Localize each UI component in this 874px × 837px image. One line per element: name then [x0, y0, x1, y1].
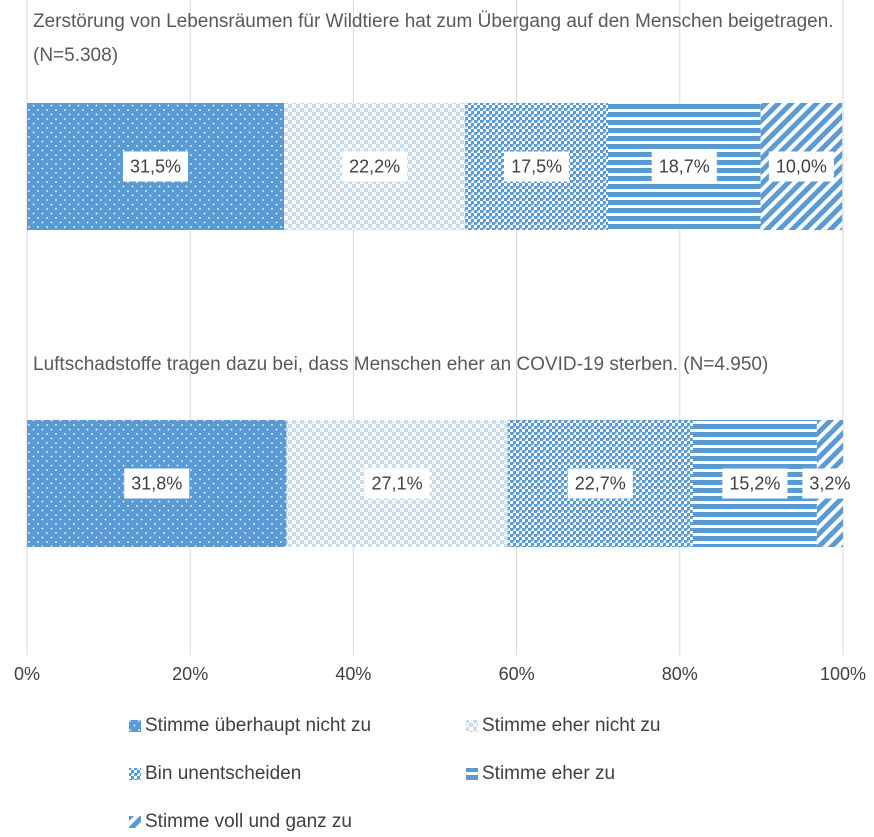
data-label-text: 15,2% [729, 473, 780, 493]
data-label: 22,7% [567, 468, 633, 499]
data-label: 10,0% [768, 151, 834, 182]
data-label: 15,2% [722, 468, 788, 499]
legend-item: Stimme eher nicht zu [465, 715, 660, 737]
legend-item: Stimme eher zu [465, 763, 615, 785]
legend-swatch [466, 720, 478, 732]
legend-swatch [129, 768, 141, 780]
data-label-text: 10,0% [776, 156, 827, 176]
data-label-text: 27,1% [372, 473, 423, 493]
data-label: 31,5% [122, 151, 189, 182]
data-label: 3,2% [802, 468, 858, 499]
data-label-bg [364, 468, 430, 499]
data-label-text: 31,5% [130, 156, 181, 176]
data-label-text: 17,5% [511, 156, 562, 176]
data-label-bg [802, 468, 858, 499]
data-label: 22,2% [342, 151, 408, 182]
x-tick-label: 20% [172, 664, 208, 684]
data-label-bg [124, 468, 190, 499]
x-tick-label: 0% [14, 664, 40, 684]
data-label-bg [567, 468, 633, 499]
data-label-bg [504, 151, 570, 182]
data-label-bg [122, 151, 189, 182]
x-tick-label: 100% [820, 664, 866, 684]
data-label: 27,1% [364, 468, 430, 499]
data-label-text: 22,7% [575, 473, 626, 493]
legend-swatch [129, 816, 141, 828]
data-label-text: 22,2% [349, 156, 400, 176]
legend-swatch-fill [129, 768, 141, 780]
legend-item: Stimme voll und ganz zu [128, 811, 352, 833]
legend-label: Stimme voll und ganz zu [145, 811, 352, 832]
legend-swatch-fill [466, 720, 478, 732]
legend-swatch [129, 720, 141, 732]
legend-label: Bin unentscheiden [145, 763, 302, 784]
data-label: 18,7% [651, 151, 717, 182]
data-label: 31,8% [124, 468, 190, 499]
data-label-bg [722, 468, 788, 499]
category-label: Zerstörung von Lebensräumen für Wildtier… [33, 11, 834, 66]
data-label-text: 3,2% [809, 473, 850, 493]
legend-swatch-fill [129, 720, 141, 732]
data-label-bg [768, 151, 834, 182]
category-label: Luftschadstoffe tragen dazu bei, dass Me… [33, 354, 769, 375]
data-label-bg [651, 151, 717, 182]
data-label-text: 18,7% [659, 156, 710, 176]
legend-item: Stimme überhaupt nicht zu [128, 715, 371, 737]
legend-swatch-fill [466, 768, 478, 780]
x-tick-label: 80% [662, 664, 698, 684]
legend-item: Bin unentscheiden [128, 763, 301, 785]
x-tick-label: 40% [335, 664, 371, 684]
data-label-bg [342, 151, 408, 182]
data-label-text: 31,8% [131, 473, 182, 493]
legend-label: Stimme eher zu [482, 763, 616, 784]
x-tick-label: 60% [499, 664, 535, 684]
data-label: 17,5% [504, 151, 570, 182]
legend-swatch-fill [129, 816, 141, 828]
legend-swatch [466, 768, 478, 780]
legend-label: Stimme überhaupt nicht zu [145, 715, 372, 736]
legend-label: Stimme eher nicht zu [482, 715, 661, 736]
